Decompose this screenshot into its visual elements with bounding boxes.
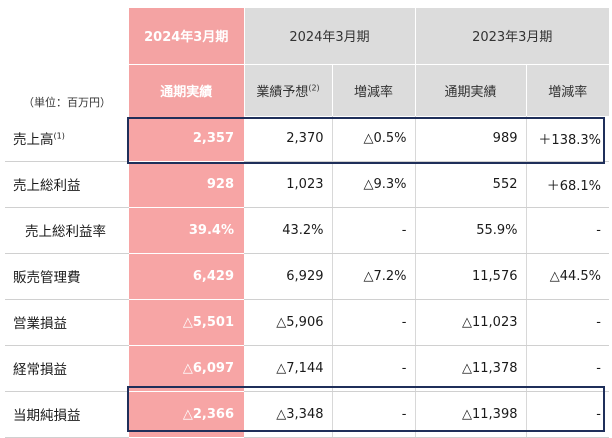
value-forecast: △7,144 [244, 345, 332, 392]
value-change-yoy: - [525, 299, 609, 346]
value-change-vs-forecast: △0.5% [331, 116, 415, 162]
header-group-2024-forecast: 2024年3月期 [243, 8, 415, 64]
header-group-2023: 2023年3月期 [414, 8, 609, 64]
row-label: 売上高(1) [5, 116, 129, 162]
value-actual-2024: △2,366 [129, 391, 244, 438]
value-actual-2023: △11,023 [414, 299, 526, 346]
footnote-2-marker: (2) [308, 83, 320, 93]
subheader-actual-2024: 通期実績 [129, 63, 244, 116]
value-actual-2024: △6,097 [129, 345, 244, 392]
table-row: 売上高(1) 2,357 2,370 △0.5% 989 ＋138.3% [5, 116, 609, 162]
value-actual-2023: 55.9% [414, 207, 526, 254]
value-change-yoy: - [525, 345, 609, 392]
value-change-vs-forecast: - [331, 299, 415, 346]
value-change-vs-forecast: △7.2% [331, 253, 415, 300]
header-group-2024-actual: 2024年3月期 [129, 8, 244, 64]
value-forecast: 43.2% [244, 207, 332, 254]
table-row: 売上総利益 928 1,023 △9.3% 552 ＋68.1% [5, 161, 609, 208]
value-actual-2023: 989 [414, 116, 526, 162]
row-label: 売上総利益 [5, 161, 129, 208]
value-change-vs-forecast: - [331, 345, 415, 392]
row-label: 経常損益 [5, 345, 129, 392]
value-change-vs-forecast: △9.3% [331, 161, 415, 208]
unit-label: （単位：百万円） [23, 96, 111, 109]
table-row: 売上総利益率 39.4% 43.2% - 55.9% - [5, 207, 609, 254]
value-change-yoy: ＋68.1% [525, 161, 609, 208]
value-actual-2024: 6,429 [129, 253, 244, 300]
value-actual-2024: 2,357 [129, 116, 244, 162]
subheader-forecast: 業績予想(2) [243, 63, 332, 116]
subheader-change-vs-forecast: 増減率 [331, 63, 415, 116]
value-forecast: 1,023 [244, 161, 332, 208]
value-actual-2024: △5,501 [129, 299, 244, 346]
footnote-1-marker: (1) [53, 131, 65, 141]
table-row: 経常損益 △6,097 △7,144 - △11,378 - [5, 345, 609, 392]
row-label: 売上総利益率 [5, 207, 129, 254]
table-row: 営業損益 △5,501 △5,906 - △11,023 - [5, 299, 609, 346]
row-label: 営業損益 [5, 299, 129, 346]
value-forecast: 2,370 [244, 116, 332, 162]
value-change-vs-forecast: - [331, 391, 415, 438]
row-label: 当期純損益 [5, 391, 129, 438]
value-change-yoy: - [525, 207, 609, 254]
value-change-yoy: - [525, 391, 609, 438]
value-forecast: △3,348 [244, 391, 332, 438]
value-change-yoy: △44.5% [525, 253, 609, 300]
table-row: 販売管理費 6,429 6,929 △7.2% 11,576 △44.5% [5, 253, 609, 300]
value-actual-2023: △11,398 [414, 391, 526, 438]
subheader-actual-2023: 通期実績 [414, 63, 526, 116]
value-actual-2024: 39.4% [129, 207, 244, 254]
value-actual-2023: △11,378 [414, 345, 526, 392]
subheader-change-yoy: 増減率 [525, 63, 609, 116]
row-label: 販売管理費 [5, 253, 129, 300]
value-forecast: △5,906 [244, 299, 332, 346]
table-row: 当期純損益 △2,366 △3,348 - △11,398 - [5, 391, 609, 438]
value-actual-2023: 11,576 [414, 253, 526, 300]
value-change-yoy: ＋138.3% [525, 116, 609, 162]
value-forecast: 6,929 [244, 253, 332, 300]
value-change-vs-forecast: - [331, 207, 415, 254]
value-actual-2024: 928 [129, 161, 244, 208]
value-actual-2023: 552 [414, 161, 526, 208]
financial-results-table: （単位：百万円） 2024年3月期 2024年3月期 2023年3月期 通期実績… [5, 8, 609, 438]
